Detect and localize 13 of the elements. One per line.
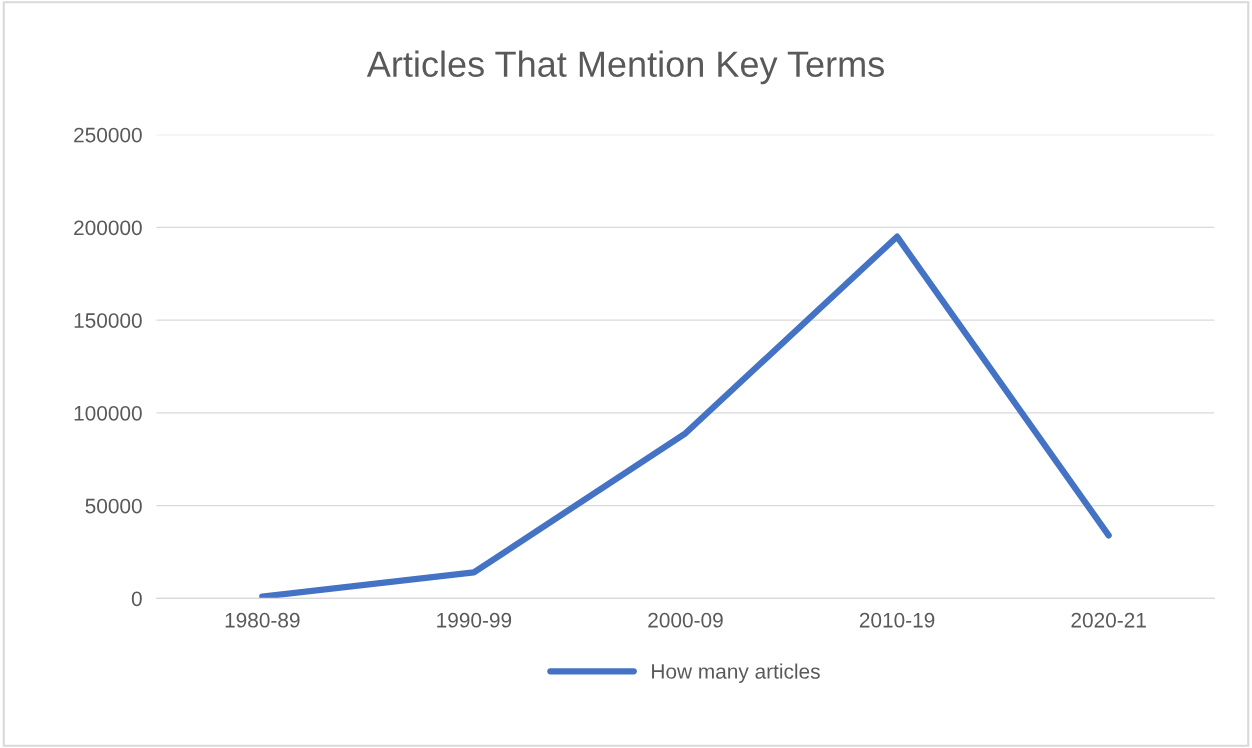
y-tick-label: 100000 [74,405,142,421]
legend-label: How many articles [652,663,820,683]
x-tick-label: 2000-09 [648,612,723,628]
y-tick-label: 200000 [74,220,142,236]
x-tick-label: 1990-99 [437,612,512,628]
y-tick-label: 150000 [74,313,142,328]
y-tick-label: 0 [131,591,142,607]
y-tick-label: 250000 [74,127,142,143]
x-tick-label: 2010-19 [859,612,935,628]
x-tick-label: 1980-89 [225,612,300,628]
y-tick-label: 50000 [85,498,142,514]
x-tick-label: 2020-21 [1071,612,1146,628]
chart-title: Articles That Mention Key Terms [366,50,884,85]
